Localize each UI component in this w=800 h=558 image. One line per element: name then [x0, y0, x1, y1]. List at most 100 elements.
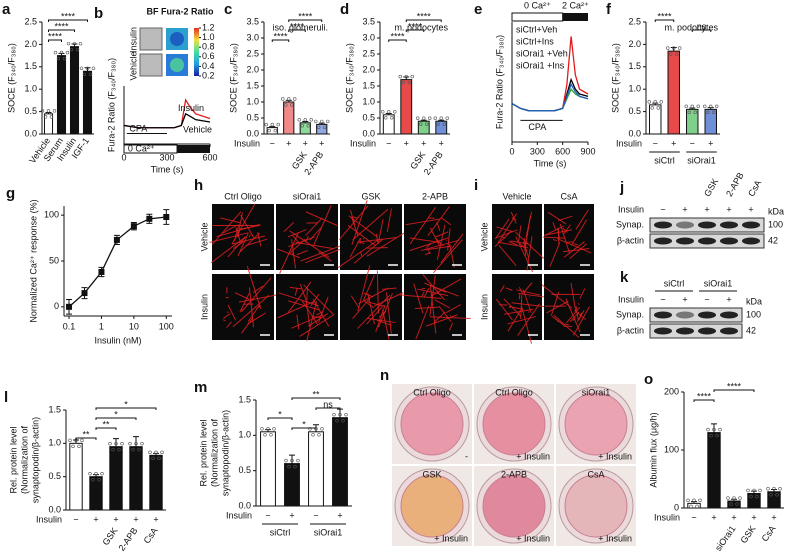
micrograph — [492, 204, 542, 270]
band-label: Synap. — [616, 219, 644, 229]
y-tick-label: 1.0 — [24, 84, 37, 94]
replicate-dot — [140, 441, 144, 446]
significance-label: **** — [727, 381, 742, 391]
row-label: Insulin — [618, 294, 644, 304]
stress-fiber — [409, 237, 449, 252]
sign: − — [660, 204, 665, 214]
replicate-dot — [79, 66, 84, 70]
replicate-dot — [659, 100, 663, 104]
stress-fiber — [399, 294, 442, 300]
column-label: siOrai1 — [293, 191, 322, 201]
replicate-dot — [695, 504, 699, 509]
stress-fiber — [287, 229, 307, 238]
stress-fiber — [386, 208, 392, 233]
y-tick-label: 0.0 — [238, 500, 251, 510]
stress-fiber — [566, 241, 573, 243]
y-axis-label: (Normalization of — [209, 418, 219, 487]
replicate-dot — [49, 115, 54, 119]
micrograph — [212, 204, 274, 270]
replicate-dot — [689, 504, 693, 509]
colorbar-tick-label: 1.2 — [202, 22, 215, 32]
y-tick-label: 0.0 — [24, 128, 37, 138]
stress-fiber — [306, 307, 311, 327]
error-bar — [420, 119, 427, 122]
replicate-dot — [715, 104, 719, 109]
stress-fiber — [240, 224, 261, 230]
blot-band — [676, 237, 694, 245]
group-label: siCtrl — [654, 155, 675, 165]
stress-fiber — [350, 295, 360, 309]
replicate-dot — [263, 433, 267, 437]
stress-fiber — [299, 314, 334, 337]
y-tick-label: 0.5 — [48, 471, 61, 481]
column-label: 2-APB — [724, 171, 746, 199]
y-axis-label: SOCE (F₃₄₀/F₃₈₀) — [344, 43, 354, 113]
error-bar — [438, 119, 445, 122]
stress-fiber — [287, 281, 312, 313]
stress-fiber — [233, 241, 244, 249]
stress-fiber — [347, 224, 376, 246]
stress-fiber — [572, 306, 590, 336]
stress-fiber — [541, 284, 573, 309]
replicate-dot — [62, 56, 67, 61]
stress-fiber — [367, 293, 375, 325]
stress-fiber — [507, 315, 536, 325]
replicate-dot — [75, 47, 80, 52]
blot-band — [742, 237, 760, 245]
row-label: Insulin — [226, 510, 252, 520]
replicate-dot — [439, 116, 443, 120]
replicate-dot — [433, 116, 437, 120]
legend-label: siOrai1 +Ins — [516, 60, 565, 70]
significance-bracket — [654, 19, 675, 22]
x-tick-label: 300 — [530, 146, 545, 156]
replicate-dot — [91, 66, 96, 70]
y-tick-label: 100 — [664, 444, 679, 454]
bar — [283, 101, 295, 135]
replicate-dot — [267, 128, 271, 133]
replicate-dot — [134, 441, 138, 446]
stress-fiber — [427, 206, 450, 237]
stress-fiber — [246, 266, 262, 310]
replicate-dot — [344, 412, 348, 417]
y-tick-label: 3.0 — [246, 32, 259, 42]
replicate-dot — [94, 471, 98, 476]
significance-bracket — [291, 397, 341, 400]
stress-fiber — [223, 313, 231, 319]
blot-strip — [649, 323, 743, 339]
stress-fiber — [349, 209, 356, 226]
bar — [129, 446, 143, 511]
point — [66, 303, 73, 310]
sign: + — [682, 294, 687, 304]
y-tick-label: 0.5 — [362, 112, 375, 122]
replicate-dot — [703, 104, 707, 109]
image-row-label: Insulin — [128, 27, 138, 53]
stress-fiber — [435, 231, 449, 238]
y-axis-label: SOCE (F₃₄₀/F₃₈₀) — [6, 43, 16, 113]
well — [482, 392, 546, 456]
x-tick-label: CsA — [760, 524, 778, 544]
bar — [284, 463, 300, 507]
colorbar-tick-label: 1.0 — [202, 32, 215, 42]
stress-fiber — [288, 236, 315, 248]
replicate-dot — [137, 447, 141, 452]
replicate-dot — [647, 100, 651, 104]
stress-fiber — [573, 243, 578, 246]
micrograph — [276, 204, 338, 270]
replicate-dot — [290, 103, 294, 107]
stress-fiber — [575, 209, 589, 230]
legend-label: siOrai1 +Veh — [516, 48, 568, 58]
significance-label: ** — [312, 389, 320, 399]
stress-fiber — [352, 297, 371, 320]
replicate-dot — [88, 471, 92, 476]
ratio-cell — [170, 32, 184, 46]
stress-fiber — [296, 250, 308, 256]
stress-fiber — [505, 287, 513, 291]
y-tick-label: 0 — [54, 301, 59, 311]
replicate-dot — [323, 125, 327, 130]
replicate-dot — [264, 122, 268, 127]
x-tick-label: 900 — [580, 146, 595, 156]
stress-fiber — [504, 308, 534, 315]
y-tick-label: 1.0 — [238, 430, 251, 440]
replicate-dot — [88, 72, 93, 76]
sign: + — [113, 514, 118, 524]
